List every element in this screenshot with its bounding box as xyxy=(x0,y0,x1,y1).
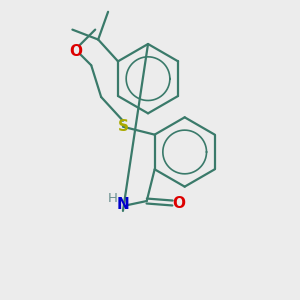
Text: O: O xyxy=(172,196,185,211)
Text: S: S xyxy=(117,119,128,134)
Text: H: H xyxy=(108,192,118,205)
Text: N: N xyxy=(117,197,129,212)
Text: O: O xyxy=(69,44,82,59)
